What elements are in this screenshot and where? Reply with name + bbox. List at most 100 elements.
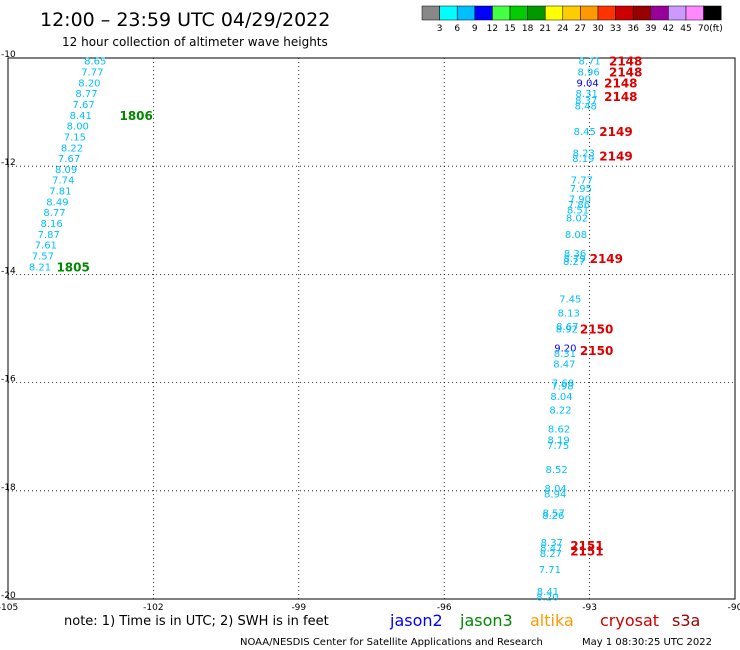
color-scale-label: 70 [698,24,710,34]
x-tick-label: -96 [437,603,452,613]
wave-height-value: 8.08 [565,230,587,241]
pass-number-label: 2148 [609,66,642,80]
color-swatch [703,5,722,21]
wave-height-value: 8.21 [29,262,51,273]
y-tick-label: -12 [1,158,16,168]
pass-number-label: 2149 [590,252,623,266]
wave-height-value: 8.13 [558,308,580,319]
color-swatch [562,5,581,21]
wave-height-value: 7.75 [547,441,569,452]
color-scale-label: 3 [437,24,443,34]
color-scale-legend: 3 6 9 12 15 18 21 24 27 30 33 36 39 42 45 70 (ft) [421,5,723,34]
color-scale-label: 21 [539,24,550,34]
color-swatch [439,5,458,21]
wave-height-value: 8.22 [549,406,571,417]
footer-timestamp: May 1 08:30:25 UTC 2022 [582,637,712,648]
pass-number-label: 2150 [580,323,613,337]
x-tick-label: -105 [0,603,18,613]
wave-height-value: 8.67 [556,322,578,333]
wave-height-value: 8.47 [553,360,575,371]
wave-height-value: 7.95 [570,184,592,195]
wave-height-value: 7.74 [52,176,74,187]
color-scale-label: 18 [522,24,534,34]
wave-height-value: 8.19 [572,154,594,165]
satellite-legend: jason2 jason3 altika cryosat s3a [389,611,700,630]
color-scale-label: 9 [472,24,478,34]
axis-tick-labels: -105 -102 -99 -96 -93 -90 -10 -12 -14 -16 -18 -20 [0,50,740,613]
wave-height-value: 8.27 [540,549,562,560]
y-tick-label: -20 [1,591,16,601]
plot-area: -105 -102 -99 -96 -93 -90 -10 -12 -14 -16 -18 -20 8… [0,50,740,613]
grid-lines [8,58,735,599]
pass-number-label: 2151 [570,544,603,558]
color-scale-label: 42 [663,24,674,34]
color-swatch [421,5,440,21]
satellite-legend-cryosat: cryosat [600,611,659,630]
wave-height-value: 7.68 [552,379,574,390]
color-swatch [492,5,511,21]
wave-height-value: 7.98 [551,381,573,392]
color-scale-label: 24 [557,24,569,34]
wave-height-value: 7.87 [38,230,60,241]
wave-height-value: 8.94 [544,490,566,501]
color-swatch [615,5,634,21]
color-scale-unit: (ft) [709,24,723,34]
y-tick-label: -16 [1,375,16,385]
color-swatch [580,5,599,21]
color-swatch [544,5,564,21]
wave-height-value: 7.61 [35,241,57,252]
wave-height-value: 8.22 [61,143,83,154]
wave-height-value: 7.45 [559,295,581,306]
color-swatch [632,5,652,21]
wave-height-value: 8.04 [550,392,572,403]
wave-height-value: 8.92 [556,325,578,336]
color-scale-label: 36 [627,24,639,34]
satellite-legend-jason2: jason2 [389,611,443,630]
wave-height-value: 7.67 [72,100,94,111]
wave-height-value: 8.31 [554,349,576,360]
wave-height-value: 8.31 [576,89,598,100]
wave-height-value: 7.90 [569,195,591,206]
footer-credit: NOAA/NESDIS Center for Satellite Applica… [240,637,543,648]
color-swatch [456,5,476,21]
pass-number-label: 1806 [119,109,152,123]
plot-frame [7,57,736,600]
pass-number-label: 2148 [604,90,637,104]
color-scale-label: 30 [592,24,604,34]
wave-height-value: 8.49 [46,197,68,208]
pass-number-label: 1805 [56,260,89,274]
note-text: note: 1) Time is in UTC; 2) SWH is in fe… [64,614,329,629]
pass-number-label: 2148 [609,55,642,69]
wave-height-value: 8.20 [78,78,100,89]
color-scale-label: 45 [680,24,691,34]
wave-height-value: 7.15 [64,132,86,143]
color-scale-label: 39 [645,24,657,34]
color-swatch [527,5,546,21]
color-scale-label: 27 [575,24,586,34]
wave-height-value: 8.77 [75,89,97,100]
color-scale-label: 33 [610,24,621,34]
color-swatch [685,5,704,21]
pass-labels: 1806180521482148214821482149214921492150… [56,55,642,559]
color-scale-label: 15 [504,24,515,34]
wave-height-value: 8.45 [574,127,596,138]
pass-number-label: 2151 [570,539,603,553]
chart-title: 12:00 – 23:59 UTC 04/29/2022 [40,9,330,31]
wave-height-value: 8.57 [543,508,565,519]
wave-height-value: 9.20 [554,343,576,354]
color-swatch [509,5,528,21]
wave-height-value: 7.57 [32,251,54,262]
wave-height-value: 8.20 [536,592,558,603]
wave-height-value: 8.02 [566,214,588,225]
y-tick-label: -14 [1,266,16,276]
wave-height-value: 8.23 [573,149,595,160]
wave-height-value: 8.19 [547,435,569,446]
x-tick-label: -90 [728,603,740,613]
satellite-legend-s3a: s3a [672,611,700,630]
wave-height-value: 8.09 [55,165,77,176]
pass-number-label: 2148 [604,76,637,90]
wave-height-value: 8.00 [67,122,89,133]
wave-height-value: 7.81 [49,187,71,198]
pass-number-label: 2150 [580,344,613,358]
